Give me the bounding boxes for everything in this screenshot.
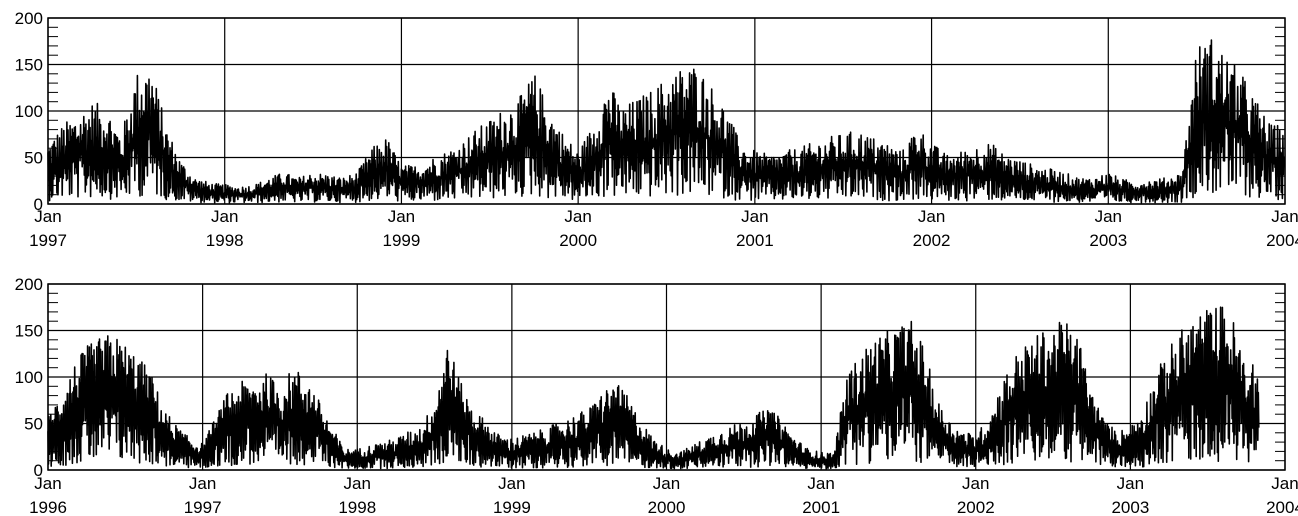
x-tick-label-month: Jan — [498, 474, 525, 493]
y-tick-label: 50 — [24, 149, 43, 168]
x-tick-label-year: 2003 — [1089, 231, 1127, 250]
x-tick-label-year: 2000 — [648, 498, 686, 516]
x-tick-label-year: 1999 — [493, 498, 531, 516]
y-tick-label: 0 — [34, 195, 43, 214]
x-tick-label-year: 2003 — [1111, 498, 1149, 516]
y-tick-label: 150 — [15, 56, 43, 75]
y-tick-label: 50 — [24, 415, 43, 434]
y-tick-label: 0 — [34, 461, 43, 480]
x-tick-label-month: Jan — [564, 207, 591, 226]
x-tick-label-year: 2002 — [957, 498, 995, 516]
chart-panel-top: 0 50 100 150 200 Jan 1997 Jan 1998 Jan 1999 Jan 2000… — [15, 9, 1298, 250]
x-tick-label-year: 1996 — [29, 498, 67, 516]
chart-panel-bottom: 0 50 100 150 200 Jan 1996 Jan 1997 Jan 1998 Jan 1999… — [15, 275, 1298, 516]
x-tick-label-month: Jan — [962, 474, 989, 493]
x-tick-label-month: Jan — [653, 474, 680, 493]
x-tick-label-month: Jan — [1095, 207, 1122, 226]
x-tick-label-year: 2002 — [913, 231, 951, 250]
series-line — [47, 39, 1286, 204]
x-tick-label-year: 2001 — [736, 231, 774, 250]
x-tick-label-year: 1997 — [29, 231, 67, 250]
x-tick-label-month: Jan — [1271, 207, 1298, 226]
x-tick-label-month: Jan — [34, 207, 61, 226]
x-tick-label-month: Jan — [1117, 474, 1144, 493]
x-tick-label-month: Jan — [211, 207, 238, 226]
x-tick-label-year: 2004 — [1266, 498, 1298, 516]
x-tick-label-year: 1998 — [338, 498, 376, 516]
x-tick-label-year: 2004 — [1266, 231, 1298, 250]
x-tick-label-month: Jan — [34, 474, 61, 493]
y-tick-label: 100 — [15, 368, 43, 387]
y-tick-label: 100 — [15, 102, 43, 121]
series-line — [47, 306, 1260, 470]
x-tick-label-year: 1998 — [206, 231, 244, 250]
plot-frame — [47, 17, 1286, 205]
y-tick-label: 200 — [15, 9, 43, 28]
y-tick-label: 150 — [15, 322, 43, 341]
x-tick-label-month: Jan — [918, 207, 945, 226]
x-tick-label-month: Jan — [807, 474, 834, 493]
x-tick-label-year: 1999 — [383, 231, 421, 250]
x-tick-label-month: Jan — [189, 474, 216, 493]
x-tick-label-year: 2000 — [559, 231, 597, 250]
x-tick-label-month: Jan — [344, 474, 371, 493]
plot-frame — [47, 283, 1286, 471]
x-tick-label-year: 1997 — [184, 498, 222, 516]
x-tick-label-month: Jan — [388, 207, 415, 226]
x-tick-label-month: Jan — [1271, 474, 1298, 493]
y-tick-label: 200 — [15, 275, 43, 294]
x-tick-label-year: 2001 — [802, 498, 840, 516]
x-tick-label-month: Jan — [741, 207, 768, 226]
